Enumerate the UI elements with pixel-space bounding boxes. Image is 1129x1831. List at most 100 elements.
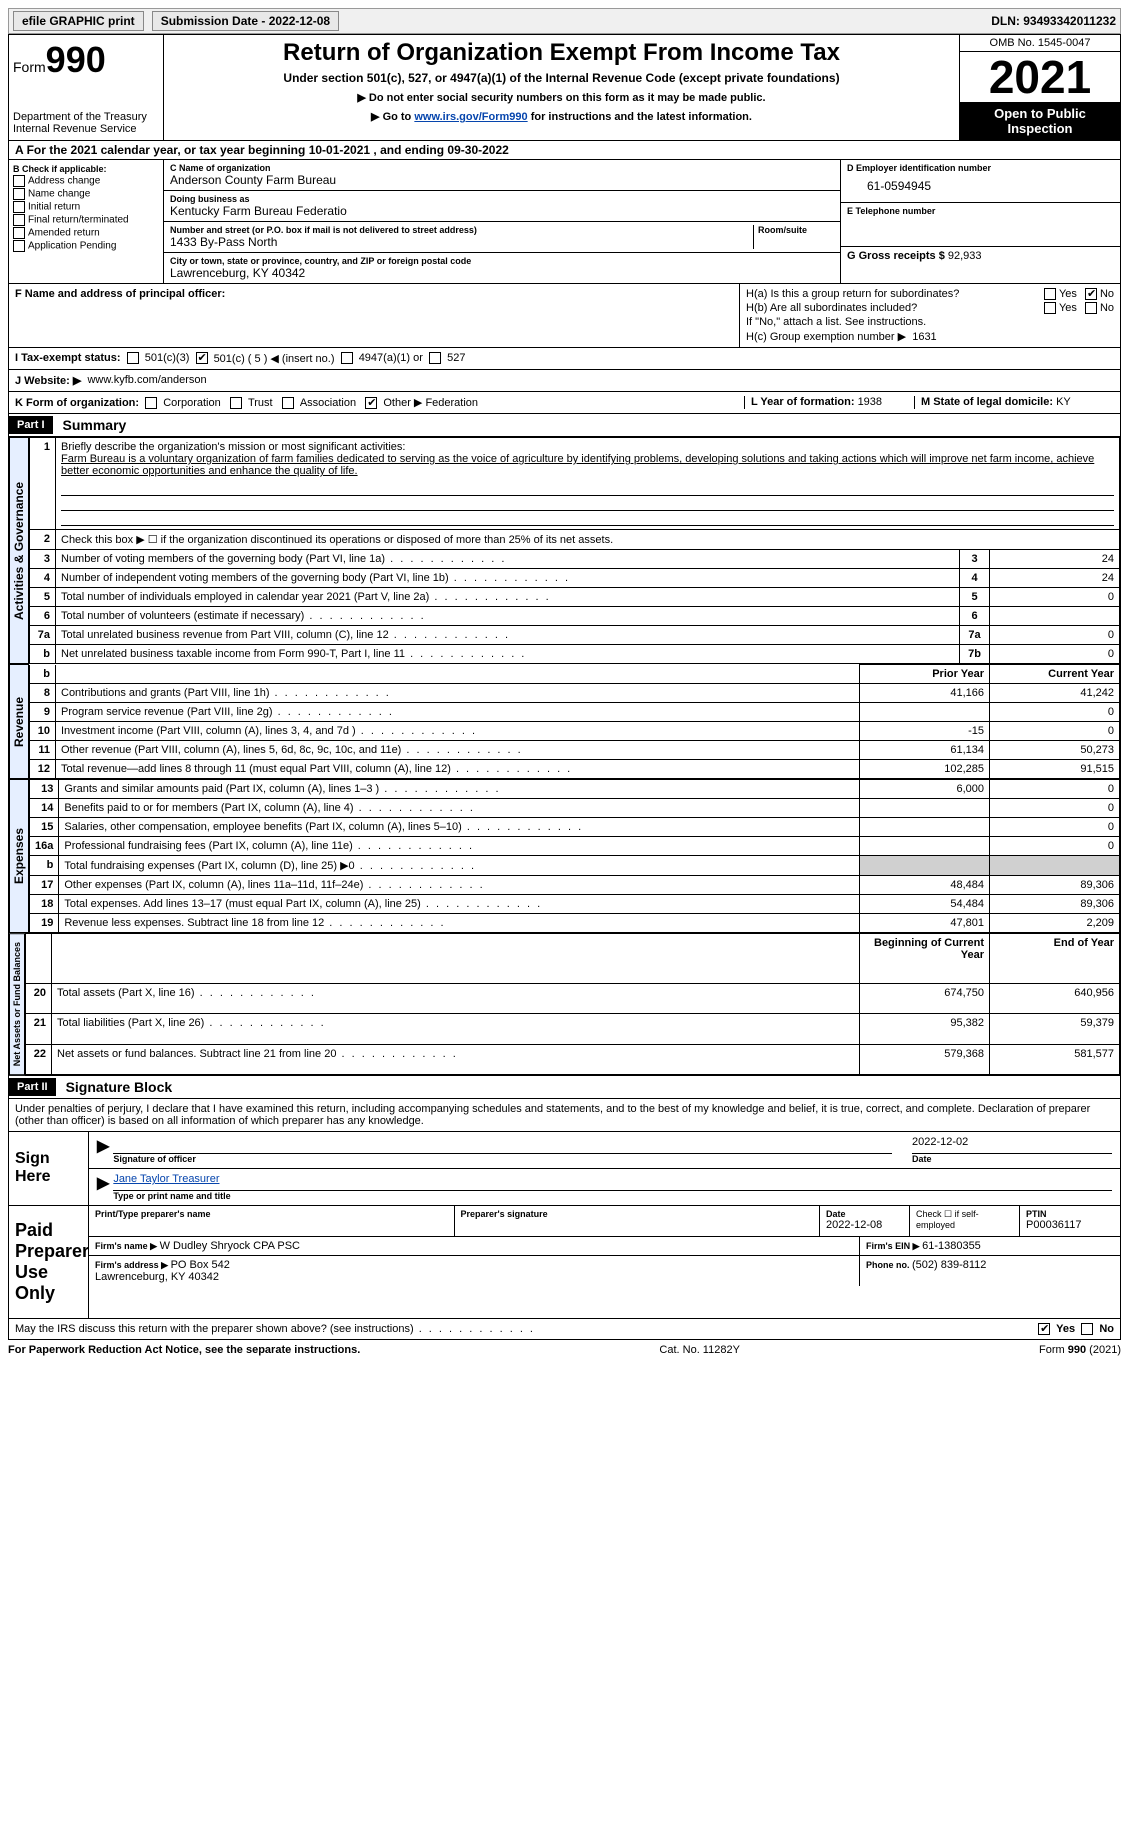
chk-trust[interactable] [230, 397, 242, 409]
chk-name-change[interactable]: Name change [13, 188, 159, 200]
table-row: 15Salaries, other compensation, employee… [30, 818, 1120, 837]
submission-date-label: Submission Date - [161, 14, 269, 28]
hb-yes-chk[interactable] [1044, 302, 1056, 314]
dln-value: 93493342011232 [1023, 14, 1116, 28]
chk-address-change[interactable]: Address change [13, 175, 159, 187]
line-a-end: 09-30-2022 [447, 143, 508, 157]
line-a-pre: For the 2021 calendar year, or tax year … [27, 143, 309, 157]
paid-preparer-label: Paid Preparer Use Only [9, 1206, 89, 1318]
table-row: 5Total number of individuals employed in… [30, 588, 1120, 607]
lbl-assoc: Association [300, 397, 356, 409]
table-row: 10Investment income (Part VIII, column (… [30, 722, 1120, 741]
room-label: Room/suite [758, 225, 834, 235]
firm-ein-value: 61-1380355 [922, 1240, 981, 1252]
vtab-activities: Activities & Governance [9, 437, 29, 664]
principal-officer-label: F Name and address of principal officer: [15, 288, 225, 300]
prep-date-value: 2022-12-08 [826, 1219, 903, 1231]
ha-no-label: No [1100, 288, 1114, 300]
firm-name-label: Firm's name ▶ [95, 1241, 160, 1251]
ha-no-chk[interactable] [1085, 288, 1097, 300]
other-val: Federation [425, 397, 478, 409]
may-irs-yes-label: Yes [1056, 1323, 1075, 1335]
table-row: 19Revenue less expenses. Subtract line 1… [30, 914, 1120, 933]
chk-501c3[interactable] [127, 352, 139, 364]
may-irs-no-chk[interactable] [1081, 1323, 1093, 1335]
prep-sig-label: Preparer's signature [461, 1209, 814, 1219]
dba-label: Doing business as [170, 194, 834, 204]
table-row: 20Total assets (Part X, line 16)674,7506… [26, 983, 1120, 1013]
chk-amended-return[interactable]: Amended return [13, 227, 159, 239]
irs-link[interactable]: www.irs.gov/Form990 [414, 111, 527, 123]
may-irs-no-label: No [1099, 1323, 1114, 1335]
hb-label: H(b) Are all subordinates included? [746, 302, 1044, 314]
efile-print-button[interactable]: efile GRAPHIC print [13, 11, 144, 31]
form-number: 990 [46, 39, 106, 80]
ha-label: H(a) Is this a group return for subordin… [746, 288, 1044, 300]
gross-label: G Gross receipts $ [847, 250, 948, 262]
table-row: 6Total number of volunteers (estimate if… [30, 607, 1120, 626]
tax-year: 2021 [960, 52, 1120, 102]
summary-expenses-table: 13Grants and similar amounts paid (Part … [29, 779, 1120, 933]
q1-text: Farm Bureau is a voluntary organization … [61, 453, 1094, 477]
summary-revenue-table: b Prior Year Current Year 8Contributions… [29, 664, 1120, 779]
chk-initial-return[interactable]: Initial return [13, 201, 159, 213]
may-irs-yes-chk[interactable] [1038, 1323, 1050, 1335]
table-row: 21Total liabilities (Part X, line 26)95,… [26, 1014, 1120, 1044]
hb-no-label: No [1100, 302, 1114, 314]
hb-no-chk[interactable] [1085, 302, 1097, 314]
chk-527[interactable] [429, 352, 441, 364]
table-row: 4Number of independent voting members of… [30, 569, 1120, 588]
ha-yes-chk[interactable] [1044, 288, 1056, 300]
chk-501c[interactable] [196, 352, 208, 364]
table-row: bNet unrelated business taxable income f… [30, 645, 1120, 664]
table-row: 7aTotal unrelated business revenue from … [30, 626, 1120, 645]
chk-other[interactable] [365, 397, 377, 409]
top-toolbar: efile GRAPHIC print Submission Date - 20… [8, 8, 1121, 34]
chk-4947[interactable] [341, 352, 353, 364]
chk-final-return[interactable]: Final return/terminated [13, 214, 159, 226]
sig-officer-label: Signature of officer [113, 1154, 892, 1164]
principal-officer-value [15, 300, 733, 340]
table-row: 22Net assets or fund balances. Subtract … [26, 1044, 1120, 1075]
year-formation-value: 1938 [858, 396, 882, 408]
form-org-label: K Form of organization: [15, 397, 139, 409]
org-name: Anderson County Farm Bureau [170, 173, 834, 187]
org-name-label: C Name of organization [170, 163, 834, 173]
line-a-calendar-year: A For the 2021 calendar year, or tax yea… [9, 141, 515, 159]
firm-ein-label: Firm's EIN ▶ [866, 1241, 922, 1251]
line-a-mid: , and ending [370, 143, 447, 157]
submission-date-value: 2022-12-08 [269, 14, 330, 28]
website-value: www.kyfb.com/anderson [87, 374, 206, 387]
col-b-checkboxes: B Check if applicable: Address change Na… [9, 160, 164, 283]
form-footer: Form 990 (2021) [1039, 1344, 1121, 1356]
officer-name-link[interactable]: Jane Taylor Treasurer [113, 1173, 219, 1185]
lbl-4947: 4947(a)(1) or [359, 352, 423, 365]
table-row: 12Total revenue—add lines 8 through 11 (… [30, 760, 1120, 779]
state-domicile-label: M State of legal domicile: [921, 396, 1056, 408]
arrow-icon: ▶ [97, 1173, 109, 1201]
arrow-icon: ▶ [97, 1136, 109, 1164]
chk-corp[interactable] [145, 397, 157, 409]
self-employed-label: Check ☐ if self-employed [910, 1206, 1020, 1236]
form-subtitle: Under section 501(c), 527, or 4947(a)(1)… [172, 71, 951, 85]
phone-value: (502) 839-8112 [912, 1259, 986, 1271]
hb-yes-label: Yes [1059, 302, 1077, 314]
prep-name-label: Print/Type preparer's name [95, 1209, 448, 1219]
sign-here-label: Sign Here [9, 1132, 89, 1205]
cat-no: Cat. No. 11282Y [659, 1344, 740, 1356]
ptin-label: PTIN [1026, 1209, 1114, 1219]
chk-assoc[interactable] [282, 397, 294, 409]
tel-label: E Telephone number [847, 206, 1114, 216]
table-row: 18Total expenses. Add lines 13–17 (must … [30, 895, 1120, 914]
dln: DLN: 93493342011232 [991, 14, 1116, 28]
table-row: 9Program service revenue (Part VIII, lin… [30, 703, 1120, 722]
col-prior-year: Prior Year [860, 665, 990, 684]
lbl-corp: Corporation [163, 397, 220, 409]
submission-date-button[interactable]: Submission Date - 2022-12-08 [152, 11, 339, 31]
table-row: 13Grants and similar amounts paid (Part … [30, 780, 1120, 799]
hc-label: H(c) Group exemption number ▶ [746, 331, 906, 343]
dba-value: Kentucky Farm Bureau Federatio [170, 204, 834, 218]
table-row: 16aProfessional fundraising fees (Part I… [30, 837, 1120, 856]
tax-exempt-label: I Tax-exempt status: [15, 352, 121, 365]
chk-application-pending[interactable]: Application Pending [13, 240, 159, 252]
